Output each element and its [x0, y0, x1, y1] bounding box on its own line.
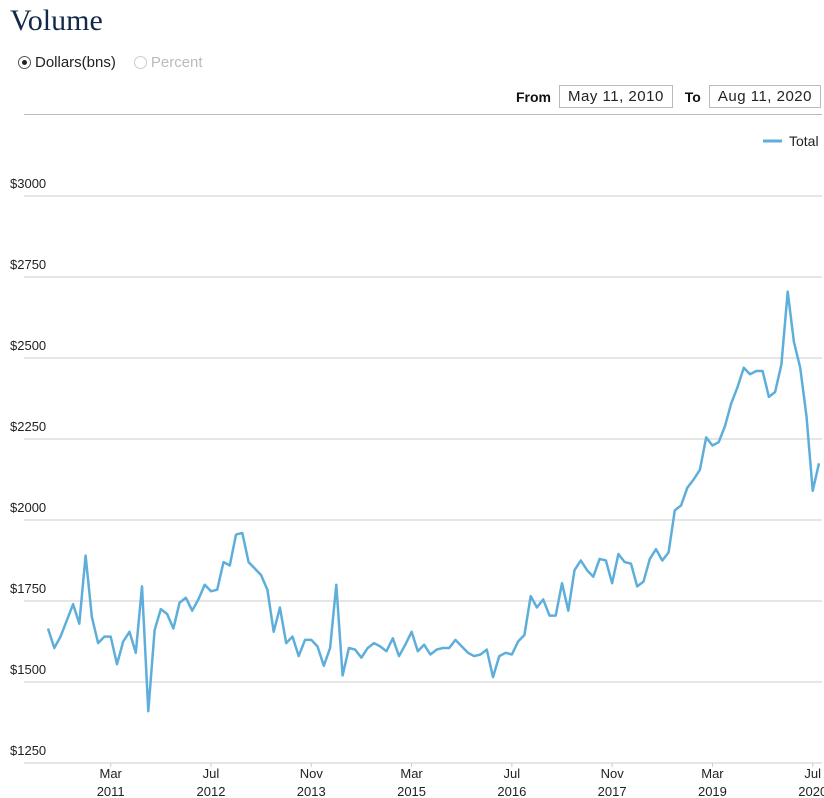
y-tick-label: $2250 — [10, 419, 46, 434]
to-input[interactable]: Aug 11, 2020 — [708, 85, 821, 108]
x-tick-label: Jul — [504, 766, 521, 781]
y-tick-label: $1500 — [10, 662, 46, 677]
radio-dot — [133, 56, 147, 69]
x-tick-label: Mar — [701, 766, 724, 781]
x-tick-label: 2015 — [397, 784, 426, 798]
date-range: From May 11, 2010 To Aug 11, 2020 — [516, 85, 821, 108]
x-tick-label: Mar — [400, 766, 423, 781]
series-line — [46, 290, 821, 713]
radio-dot — [18, 56, 31, 69]
x-tick-label: 2011 — [97, 784, 125, 798]
from-input[interactable]: May 11, 2010 — [559, 85, 673, 108]
x-tick-label: Nov — [601, 766, 625, 781]
y-tick-label: $2500 — [10, 338, 46, 353]
legend-label: Total — [789, 133, 819, 149]
x-tick-label: 2020 — [798, 784, 824, 798]
y-tick-label: $2000 — [10, 500, 46, 515]
x-tick-label: Jul — [203, 766, 220, 781]
x-tick-label: 2019 — [698, 784, 727, 798]
x-tick-label: Jul — [804, 766, 821, 781]
radio-option[interactable]: Percent — [133, 54, 203, 71]
x-tick-label: 2013 — [297, 784, 326, 798]
radio-label: Dollars(bns) — [35, 54, 116, 71]
radio-option[interactable]: Dollars(bns) — [18, 54, 116, 71]
x-tick-label: Mar — [99, 766, 122, 781]
y-tick-label: $2750 — [10, 257, 46, 272]
x-tick-label: Nov — [300, 766, 324, 781]
x-tick-label: 2012 — [197, 784, 226, 798]
radio-label: Percent — [150, 54, 203, 71]
x-tick-label: 2016 — [497, 784, 526, 798]
y-tick-label: $3000 — [10, 176, 46, 191]
y-tick-label: $1750 — [10, 581, 46, 596]
title: Volume — [10, 4, 103, 37]
to-label: To — [684, 88, 701, 105]
unit-options: Dollars(bns) Percent — [18, 54, 203, 71]
x-tick-label: 2017 — [598, 784, 627, 798]
y-tick-label: $1250 — [10, 743, 46, 758]
from-label: From — [516, 88, 551, 105]
